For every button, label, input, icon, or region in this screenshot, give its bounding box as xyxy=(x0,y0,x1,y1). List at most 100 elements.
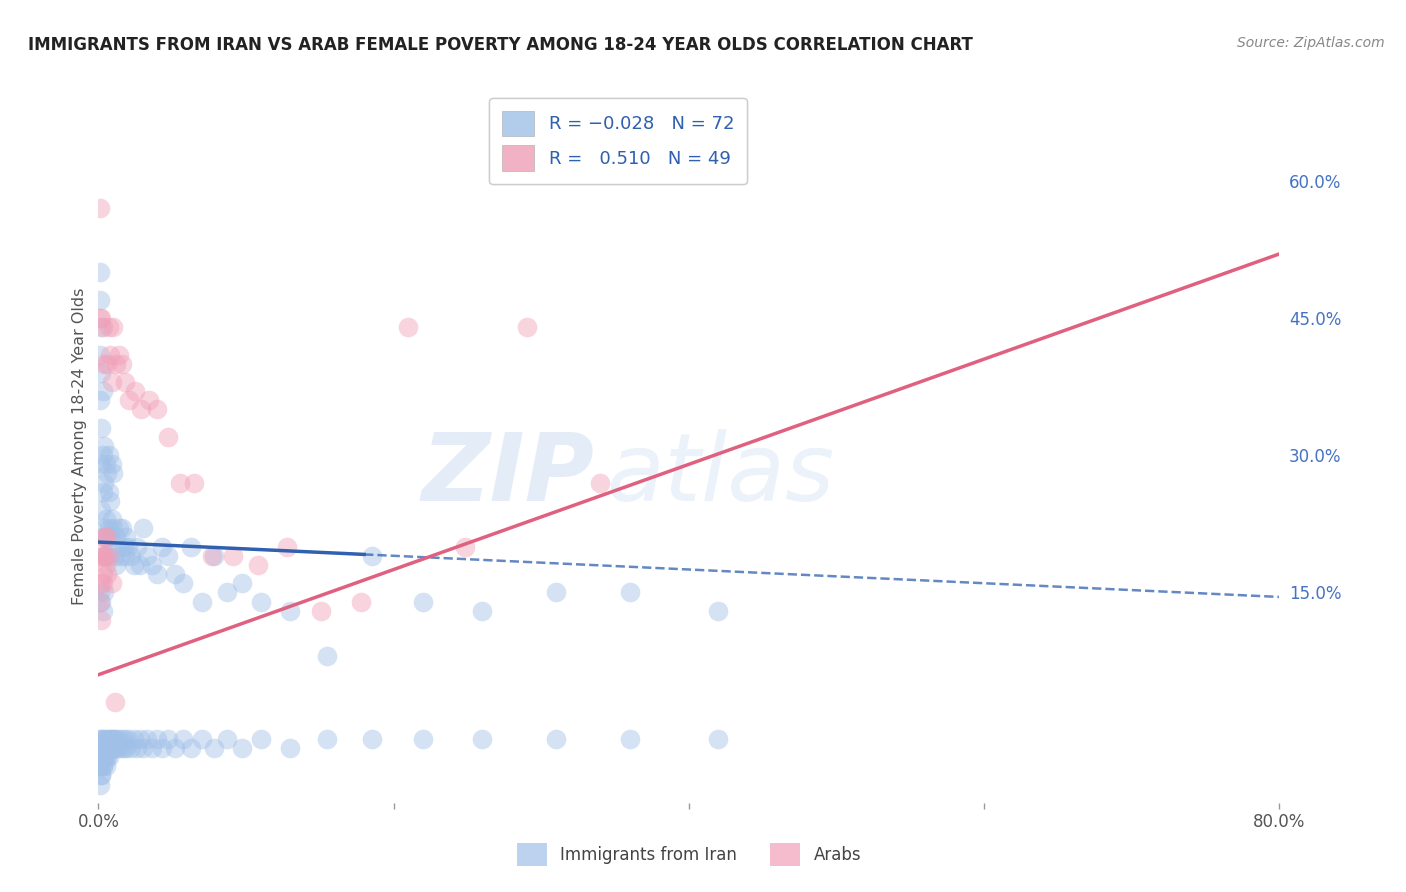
Point xyxy=(108,347,131,361)
Point xyxy=(276,540,298,554)
Point xyxy=(90,594,112,608)
Point xyxy=(97,740,120,755)
Point xyxy=(111,357,134,371)
Point xyxy=(124,384,146,398)
Point xyxy=(202,740,225,755)
Point xyxy=(132,521,155,535)
Point xyxy=(98,494,121,508)
Point xyxy=(117,731,139,746)
Point xyxy=(94,549,117,563)
Point xyxy=(222,549,245,563)
Point xyxy=(93,731,115,746)
Point xyxy=(93,475,115,490)
Point xyxy=(91,320,114,334)
Point xyxy=(93,750,115,764)
Point xyxy=(98,531,121,545)
Point xyxy=(90,320,112,334)
Point xyxy=(215,585,238,599)
Point xyxy=(89,393,111,408)
Point xyxy=(165,567,187,582)
Point xyxy=(114,549,136,563)
Point xyxy=(108,521,131,535)
Point xyxy=(398,320,420,334)
Point xyxy=(89,777,111,791)
Point xyxy=(280,604,302,618)
Point xyxy=(707,731,730,746)
Point xyxy=(138,393,160,408)
Point xyxy=(108,731,131,746)
Point xyxy=(118,393,141,408)
Point xyxy=(89,585,111,599)
Point xyxy=(111,731,134,746)
Point xyxy=(96,567,118,582)
Point xyxy=(90,310,112,325)
Point xyxy=(98,347,121,361)
Point xyxy=(117,540,139,554)
Point xyxy=(136,549,159,563)
Point xyxy=(91,384,114,398)
Point xyxy=(89,759,111,773)
Point xyxy=(107,740,129,755)
Point xyxy=(250,731,273,746)
Point xyxy=(100,375,122,389)
Point xyxy=(89,740,111,755)
Point xyxy=(90,731,112,746)
Point xyxy=(100,576,122,591)
Point xyxy=(129,402,152,417)
Point xyxy=(316,649,339,664)
Point xyxy=(90,503,112,517)
Point xyxy=(105,558,128,572)
Point xyxy=(90,750,112,764)
Point xyxy=(165,740,187,755)
Point xyxy=(90,576,112,591)
Point xyxy=(91,549,114,563)
Point xyxy=(516,320,538,334)
Point xyxy=(91,759,114,773)
Point xyxy=(546,585,568,599)
Text: Source: ZipAtlas.com: Source: ZipAtlas.com xyxy=(1237,36,1385,50)
Point xyxy=(180,540,202,554)
Point xyxy=(91,531,114,545)
Point xyxy=(169,475,191,490)
Legend: Immigrants from Iran, Arabs: Immigrants from Iran, Arabs xyxy=(509,835,869,875)
Point xyxy=(90,613,112,627)
Point xyxy=(412,594,434,608)
Point xyxy=(191,594,214,608)
Point xyxy=(146,731,169,746)
Point xyxy=(91,484,114,499)
Point xyxy=(100,740,122,755)
Point xyxy=(91,576,114,591)
Point xyxy=(93,549,115,563)
Point xyxy=(183,475,205,490)
Legend: R = −0.028   N = 72, R =   0.510   N = 49: R = −0.028 N = 72, R = 0.510 N = 49 xyxy=(489,98,747,184)
Point xyxy=(120,549,142,563)
Point xyxy=(94,531,117,545)
Point xyxy=(246,558,269,572)
Point xyxy=(146,402,169,417)
Point xyxy=(94,531,117,545)
Point xyxy=(132,740,155,755)
Point xyxy=(91,531,114,545)
Point xyxy=(172,576,194,591)
Point xyxy=(471,604,494,618)
Point xyxy=(98,740,121,755)
Point xyxy=(89,265,111,279)
Point xyxy=(96,357,118,371)
Point xyxy=(94,759,117,773)
Point xyxy=(156,731,179,746)
Point xyxy=(350,594,373,608)
Point xyxy=(90,458,112,472)
Point xyxy=(112,740,135,755)
Point xyxy=(156,430,179,444)
Point xyxy=(97,484,120,499)
Point xyxy=(316,731,339,746)
Point xyxy=(98,731,121,746)
Point xyxy=(94,750,117,764)
Point xyxy=(91,740,114,755)
Point xyxy=(202,549,225,563)
Point xyxy=(180,740,202,755)
Point xyxy=(89,594,111,608)
Point xyxy=(128,558,150,572)
Point xyxy=(90,420,112,434)
Point xyxy=(96,531,118,545)
